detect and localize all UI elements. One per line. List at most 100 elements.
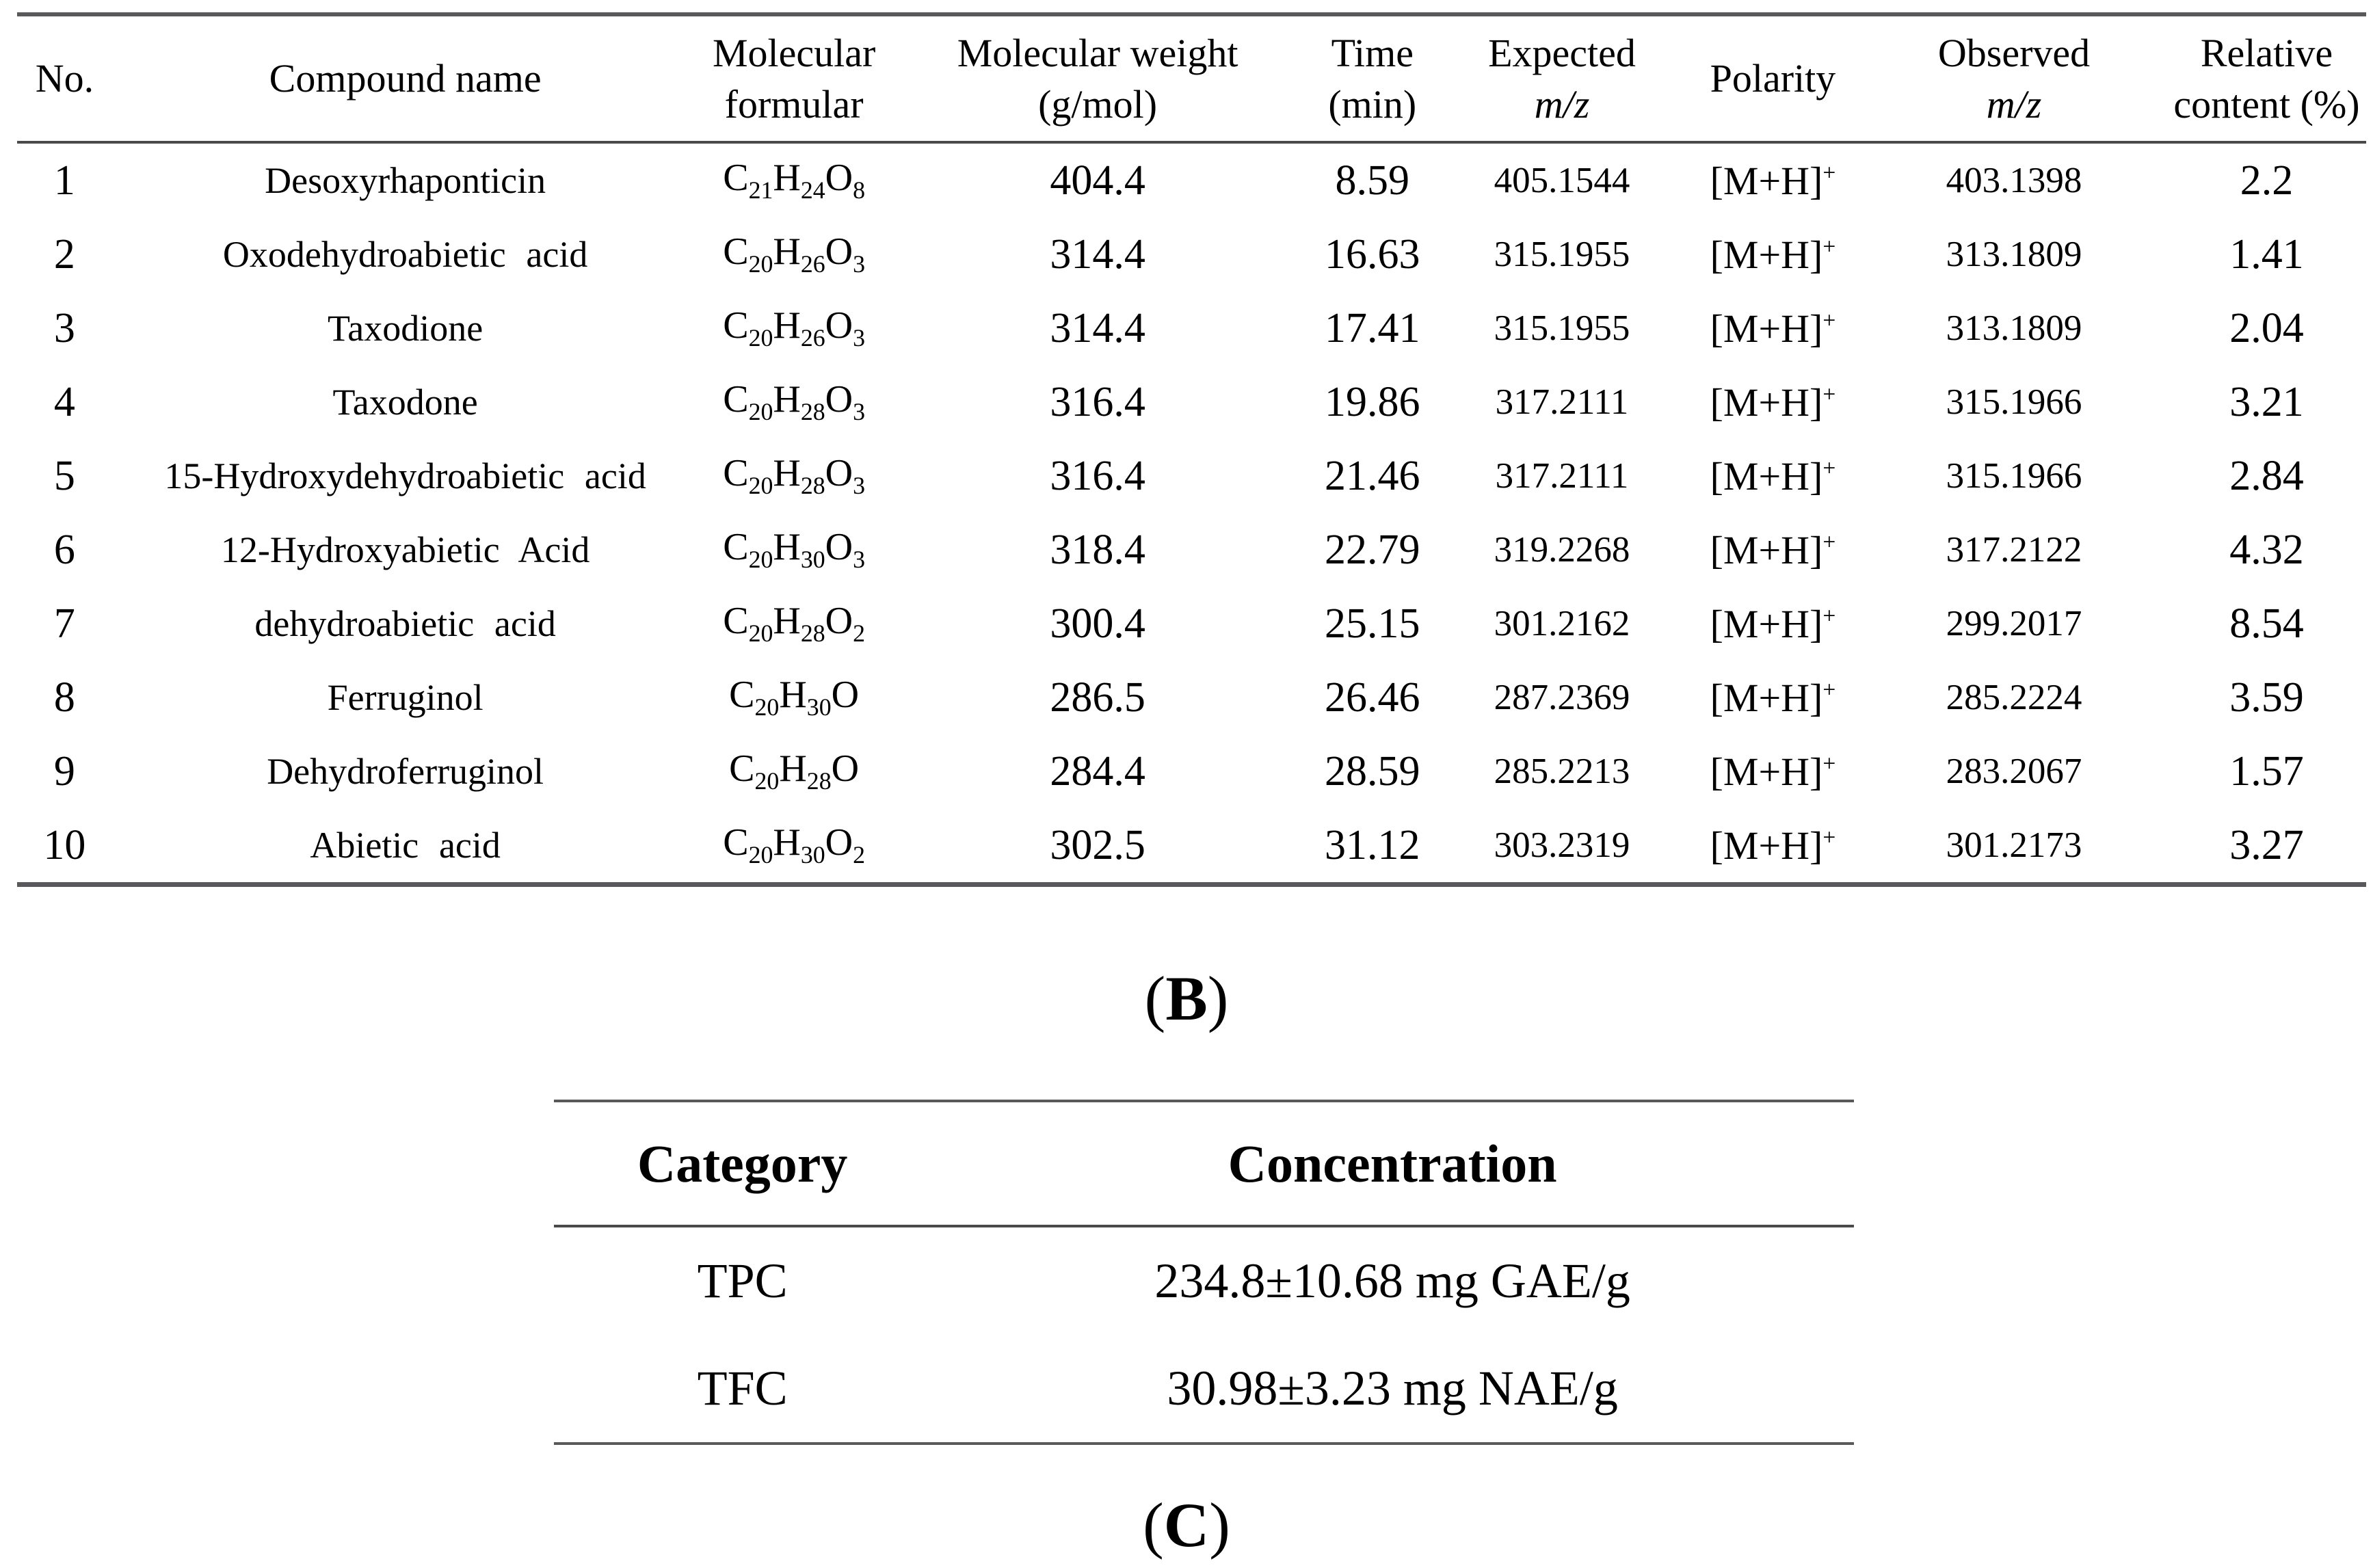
header-row: Category Concentration: [554, 1101, 1854, 1226]
table-row: 6 12-Hydroxyabietic Acid C20H30O3 318.4 …: [17, 513, 2366, 587]
cell-no: 9: [53, 747, 75, 795]
cell-time: 25.15: [1325, 600, 1420, 647]
cell-polarity: [M+H]+: [1710, 823, 1836, 868]
header-observed-line1: Observed: [1937, 30, 2091, 75]
cell-relative-content: 4.32: [2229, 526, 2304, 573]
header-molecular-weight: Molecular weight (g/mol): [890, 14, 1306, 142]
cell-expected-mz: 315.1955: [1494, 308, 1630, 348]
cell-relative-content: 2.04: [2229, 304, 2304, 351]
panel-label-c-letter: C: [1163, 1490, 1210, 1560]
cell-no: 1: [53, 157, 75, 204]
cell-relative-content: 3.21: [2229, 378, 2304, 425]
header-concentration-label: Concentration: [1228, 1133, 1557, 1193]
cell-weight: 314.4: [1050, 304, 1145, 351]
cell-relative-content: 2.2: [2240, 157, 2294, 204]
header-relative-line2: content (%): [2173, 82, 2360, 127]
header-polarity: Polarity: [1685, 14, 1861, 142]
cell-no: 3: [53, 304, 75, 351]
cell-formula: C20H28O3: [723, 378, 866, 426]
cell-relative-content: 1.41: [2229, 230, 2304, 278]
cell-concentration: 234.8±10.68 mg GAE/g: [1154, 1253, 1630, 1308]
cell-observed-mz: 313.1809: [1946, 308, 2082, 348]
header-row: No. Compound name Molecular formular Mol…: [17, 14, 2366, 142]
panel-label-c-close-paren: ): [1209, 1490, 1230, 1560]
cell-compound-name: Taxodione: [328, 308, 483, 349]
cell-no: 7: [53, 600, 75, 647]
cell-expected-mz: 405.1544: [1494, 161, 1630, 200]
cell-observed-mz: 315.1966: [1946, 456, 2082, 496]
header-expected-mz: Expected m/z: [1439, 14, 1685, 142]
cell-observed-mz: 313.1809: [1946, 235, 2082, 274]
header-expected-line1: Expected: [1488, 30, 1636, 75]
cell-compound-name: Abietic acid: [310, 825, 501, 866]
cell-time: 21.46: [1325, 452, 1420, 499]
cell-compound-name: 12-Hydroxyabietic Acid: [220, 529, 590, 570]
header-observed-line2: m/z: [1986, 82, 2042, 127]
cell-expected-mz: 285.2213: [1494, 752, 1630, 791]
cell-formula: C20H30O: [729, 674, 860, 721]
cell-observed-mz: 285.2224: [1946, 678, 2082, 717]
header-molecular-formular: Molecular formular: [699, 14, 890, 142]
cell-polarity: [M+H]+: [1710, 453, 1836, 499]
cell-observed-mz: 283.2067: [1946, 752, 2082, 791]
cell-polarity: [M+H]+: [1710, 527, 1836, 572]
cell-compound-name: dehydroabietic acid: [254, 603, 556, 644]
cell-compound-name: Ferruginol: [327, 677, 483, 718]
table-row: 9 Dehydroferruginol C20H28O 284.4 28.59 …: [17, 734, 2366, 808]
cell-compound-name: 15-Hydroxydehydroabietic acid: [164, 455, 646, 496]
cell-time: 17.41: [1325, 304, 1420, 351]
panel-label-b: (B): [0, 956, 2373, 1041]
header-category: Category: [554, 1101, 931, 1226]
header-concentration: Concentration: [931, 1101, 1854, 1226]
header-no: No.: [17, 14, 112, 142]
header-time-line2: (min): [1328, 82, 1417, 127]
cell-compound-name: Dehydroferruginol: [267, 751, 544, 792]
table-row: TPC 234.8±10.68 mg GAE/g: [554, 1226, 1854, 1335]
cell-category: TFC: [697, 1361, 788, 1416]
cell-weight: 284.4: [1050, 747, 1145, 795]
cell-category: TPC: [697, 1253, 788, 1308]
cell-time: 22.79: [1325, 526, 1420, 573]
cell-polarity: [M+H]+: [1710, 749, 1836, 794]
cell-weight: 286.5: [1050, 674, 1145, 721]
cell-weight: 316.4: [1050, 452, 1145, 499]
table-row: 1 Desoxyrhaponticin C21H24O8 404.4 8.59 …: [17, 142, 2366, 217]
cell-relative-content: 8.54: [2229, 600, 2304, 647]
cell-observed-mz: 299.2017: [1946, 604, 2082, 643]
cell-polarity: [M+H]+: [1710, 675, 1836, 720]
table-row: TFC 30.98±3.23 mg NAE/g: [554, 1335, 1854, 1444]
cell-expected-mz: 317.2111: [1495, 456, 1629, 496]
compound-table-body: 1 Desoxyrhaponticin C21H24O8 404.4 8.59 …: [17, 142, 2366, 885]
cell-no: 6: [53, 526, 75, 573]
cell-weight: 404.4: [1050, 157, 1145, 204]
panel-label-c-open-paren: (: [1143, 1490, 1164, 1560]
cell-observed-mz: 301.2173: [1946, 825, 2082, 865]
cell-observed-mz: 403.1398: [1946, 161, 2082, 200]
cell-time: 8.59: [1335, 157, 1410, 204]
cell-weight: 318.4: [1050, 526, 1145, 573]
table-row: 10 Abietic acid C20H30O2 302.5 31.12 303…: [17, 808, 2366, 885]
cell-weight: 302.5: [1050, 821, 1145, 868]
header-weight-line1: Molecular weight: [957, 30, 1238, 75]
header-relative-content: Relative content (%): [2167, 14, 2366, 142]
cell-expected-mz: 319.2268: [1494, 530, 1630, 570]
cell-formula: C20H28O2: [723, 600, 866, 648]
header-polarity-label: Polarity: [1710, 56, 1836, 101]
concentration-table: Category Concentration TPC 234.8±10.68 m…: [554, 1100, 1854, 1445]
panel-label-b-close-paren: ): [1207, 964, 1229, 1033]
cell-concentration: 30.98±3.23 mg NAE/g: [1167, 1361, 1618, 1416]
cell-compound-name: Oxodehydroabietic acid: [222, 234, 588, 275]
cell-polarity: [M+H]+: [1710, 380, 1836, 425]
table-row: 7 dehydroabietic acid C20H28O2 300.4 25.…: [17, 587, 2366, 661]
cell-no: 5: [53, 452, 75, 499]
header-no-label: No.: [35, 56, 94, 101]
cell-formula: C20H30O3: [723, 526, 866, 574]
cell-no: 8: [53, 674, 75, 721]
cell-no: 10: [43, 821, 86, 868]
table-row: 3 Taxodione C20H26O3 314.4 17.41 315.195…: [17, 291, 2366, 365]
compound-table-header: No. Compound name Molecular formular Mol…: [17, 14, 2366, 142]
header-relative-line1: Relative: [2200, 30, 2333, 75]
cell-compound-name: Taxodone: [332, 382, 478, 423]
cell-expected-mz: 287.2369: [1494, 678, 1630, 717]
cell-formula: C21H24O8: [723, 157, 866, 204]
